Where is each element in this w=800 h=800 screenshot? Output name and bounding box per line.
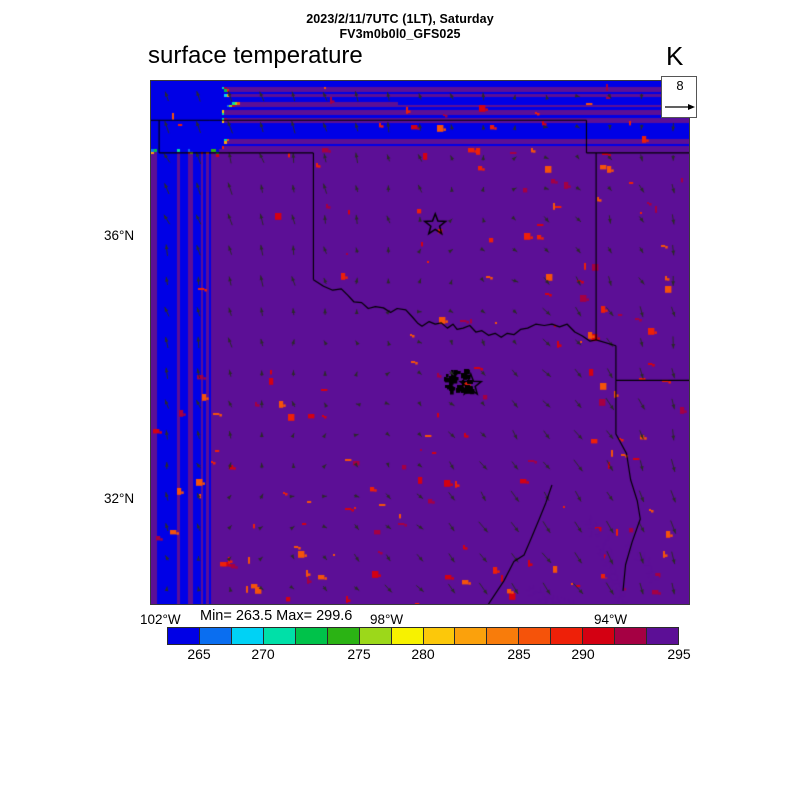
lat-tick-label-36n: 36°N [104, 228, 135, 243]
lon-tick-label-94w: 94°W [594, 612, 628, 627]
colorbar-swatch [647, 628, 678, 644]
colorbar[interactable]: 265 270 275 280 285 290 295 [167, 627, 691, 662]
map-boundaries-canvas [151, 81, 689, 604]
colorbar-swatch [615, 628, 648, 644]
colorbar-swatch [583, 628, 616, 644]
colorbar-swatch [551, 628, 584, 644]
lon-tick-label-98w: 98°W [370, 612, 404, 627]
colorbar-tick-label: 270 [251, 646, 275, 662]
colorbar-swatch [231, 628, 264, 644]
map-plot-area[interactable] [150, 80, 690, 605]
colorbar-tick-label: 295 [667, 646, 691, 662]
colorbar-swatch [199, 628, 232, 644]
page-title: surface temperature [148, 42, 363, 69]
title-model: FV3m0b0l0_GFS025 [339, 27, 461, 41]
reference-vector-key: 8 [661, 76, 697, 118]
colorbar-swatch [327, 628, 360, 644]
colorbar-swatches [167, 627, 679, 645]
lon-tick-label-102w: 102°W [140, 612, 181, 627]
colorbar-swatch [455, 628, 488, 644]
colorbar-tick-labels: 265 270 275 280 285 290 295 [167, 646, 690, 666]
colorbar-swatch [168, 628, 200, 644]
colorbar-tick-label: 275 [347, 646, 371, 662]
minmax-annotation: Min= 263.5 Max= 299.6 [200, 608, 353, 624]
colorbar-swatch [391, 628, 424, 644]
colorbar-swatch [295, 628, 328, 644]
colorbar-swatch [359, 628, 392, 644]
colorbar-swatch [263, 628, 296, 644]
colorbar-tick-label: 285 [507, 646, 531, 662]
colorbar-swatch [423, 628, 456, 644]
title-block: 2023/2/11/7UTC (1LT), Saturday FV3m0b0l0… [0, 12, 800, 42]
arrow-right-icon [665, 104, 695, 110]
colorbar-tick-label: 290 [571, 646, 595, 662]
title-datetime: 2023/2/11/7UTC (1LT), Saturday [306, 12, 494, 26]
units-label: K [666, 41, 684, 71]
colorbar-tick-label: 280 [411, 646, 435, 662]
colorbar-swatch [487, 628, 520, 644]
reference-vector-value: 8 [676, 78, 684, 93]
colorbar-swatch [519, 628, 552, 644]
colorbar-tick-label: 265 [187, 646, 211, 662]
lat-tick-label-32n: 32°N [104, 491, 135, 506]
